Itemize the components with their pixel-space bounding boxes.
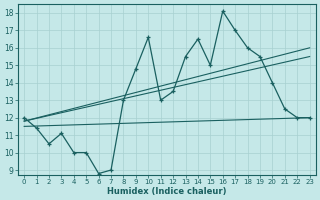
X-axis label: Humidex (Indice chaleur): Humidex (Indice chaleur) <box>107 187 227 196</box>
